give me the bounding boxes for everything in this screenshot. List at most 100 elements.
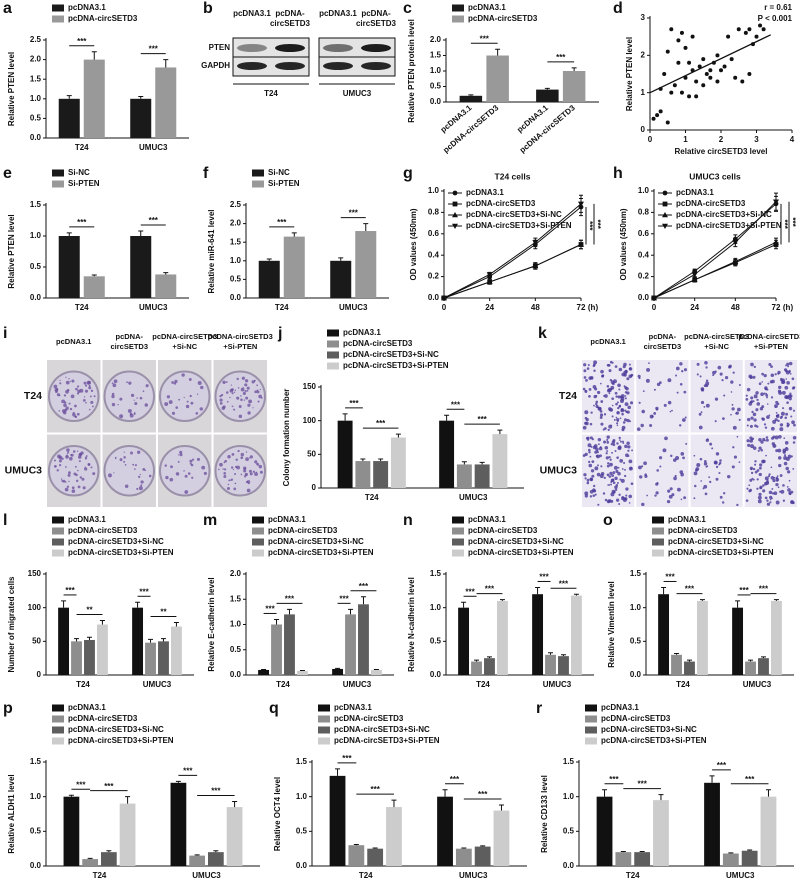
colony-dot bbox=[137, 450, 141, 454]
x-tick-label: T24 bbox=[275, 303, 289, 312]
cell-dot bbox=[755, 408, 759, 412]
colony-dot bbox=[85, 455, 88, 457]
colony-dot bbox=[258, 394, 262, 399]
cell-dot bbox=[792, 468, 795, 470]
cell-dot bbox=[624, 402, 629, 407]
cell-dot bbox=[617, 471, 621, 476]
legend-label: pcDNA-circSETD3+Si-NC bbox=[468, 537, 564, 546]
colony-dot bbox=[244, 379, 249, 383]
error-bar bbox=[544, 87, 550, 90]
cell-dot bbox=[693, 454, 696, 457]
colony-dot bbox=[56, 393, 60, 397]
bar bbox=[758, 658, 769, 675]
cell-dot bbox=[763, 392, 766, 395]
cell-dot bbox=[772, 443, 777, 448]
cell-dot bbox=[609, 462, 613, 467]
legend-label: pcDNA-circSETD3+Si-PTEN bbox=[676, 221, 782, 230]
y-tick-label: 0.5 bbox=[230, 275, 242, 284]
error-bar bbox=[372, 847, 378, 849]
bar bbox=[658, 594, 670, 675]
error-bar bbox=[499, 599, 505, 601]
legend-marker bbox=[662, 201, 668, 207]
bar bbox=[760, 796, 777, 866]
cell-dot bbox=[618, 436, 621, 440]
significance-label: *** bbox=[665, 573, 675, 582]
cell-dot bbox=[584, 491, 589, 496]
cell-dot bbox=[641, 465, 644, 468]
y-tick-label: 1.0 bbox=[30, 94, 42, 103]
colony-dot bbox=[233, 408, 236, 411]
significance-label: *** bbox=[149, 45, 159, 54]
cell-dot bbox=[788, 479, 791, 482]
cell-dot bbox=[615, 416, 618, 419]
cell-dot bbox=[782, 499, 786, 502]
cell-dot bbox=[628, 459, 633, 464]
dish bbox=[103, 370, 155, 422]
y-tick-label: 1.5 bbox=[30, 200, 42, 209]
x-tick-label: T24 bbox=[365, 493, 379, 502]
cell-dot bbox=[626, 411, 628, 413]
cell-dot bbox=[731, 403, 734, 406]
point bbox=[578, 201, 584, 207]
point bbox=[708, 68, 713, 73]
x-tick-label: T24 bbox=[359, 871, 373, 880]
colony-dot bbox=[179, 453, 183, 457]
cell-dot bbox=[790, 455, 793, 458]
error-bar bbox=[138, 95, 144, 99]
panel-letter: f bbox=[203, 165, 209, 182]
significance-label: *** bbox=[265, 605, 275, 614]
cell-dot bbox=[587, 448, 591, 452]
cell-dot bbox=[748, 374, 753, 379]
x-tick-label: UMUC3 bbox=[459, 493, 488, 502]
cell-dot bbox=[766, 403, 769, 405]
error-bar bbox=[286, 608, 292, 615]
y-tick-label: 2.5 bbox=[230, 200, 242, 209]
colony-dot bbox=[234, 472, 237, 475]
error-bar bbox=[699, 599, 705, 601]
error-bar bbox=[461, 601, 467, 608]
colony-dot bbox=[240, 452, 245, 457]
blot-band bbox=[323, 44, 353, 52]
dish bbox=[214, 370, 266, 422]
cell-dot bbox=[770, 373, 775, 378]
colony-dot bbox=[246, 386, 250, 390]
cell-dot bbox=[624, 409, 627, 412]
colony-dot bbox=[75, 479, 79, 483]
significance-label: *** bbox=[77, 37, 87, 46]
x-tick-label: 0 bbox=[652, 303, 657, 312]
cell-dot bbox=[771, 379, 775, 384]
colony-dot bbox=[54, 465, 56, 468]
point bbox=[722, 64, 727, 69]
cell-dot bbox=[670, 454, 673, 458]
legend-swatch bbox=[252, 169, 264, 177]
error-bar bbox=[335, 768, 341, 776]
legend-swatch bbox=[585, 726, 597, 734]
bar bbox=[615, 852, 632, 866]
cell-dot bbox=[623, 462, 626, 465]
panel-letter: p bbox=[3, 700, 13, 717]
panel-letter: e bbox=[3, 165, 12, 182]
row-label: T24 bbox=[24, 390, 42, 402]
colony-dot bbox=[71, 489, 76, 493]
cell-dot bbox=[789, 392, 792, 395]
cell-dot bbox=[768, 414, 771, 416]
cell-dot bbox=[667, 378, 672, 383]
y-tick-label: 1.5 bbox=[30, 74, 42, 83]
error-bar bbox=[213, 850, 219, 853]
error-bar bbox=[360, 596, 366, 605]
x-tick-label: 0 bbox=[648, 135, 653, 144]
cell-dot bbox=[788, 397, 792, 401]
error-bar bbox=[686, 659, 692, 662]
cell-dot bbox=[723, 394, 726, 397]
point bbox=[486, 278, 493, 285]
bar bbox=[329, 775, 346, 866]
y-tick-label: 0.8 bbox=[428, 208, 440, 217]
cell-dot bbox=[758, 472, 762, 477]
y-axis-label: OD values (450nm) bbox=[409, 208, 418, 280]
colony-dot bbox=[148, 474, 152, 478]
cell-dot bbox=[704, 361, 708, 365]
cell-dot bbox=[764, 496, 768, 500]
colony-dot bbox=[76, 392, 80, 395]
cell-dot bbox=[771, 436, 775, 440]
y-tick-label: 0.0 bbox=[428, 293, 440, 302]
